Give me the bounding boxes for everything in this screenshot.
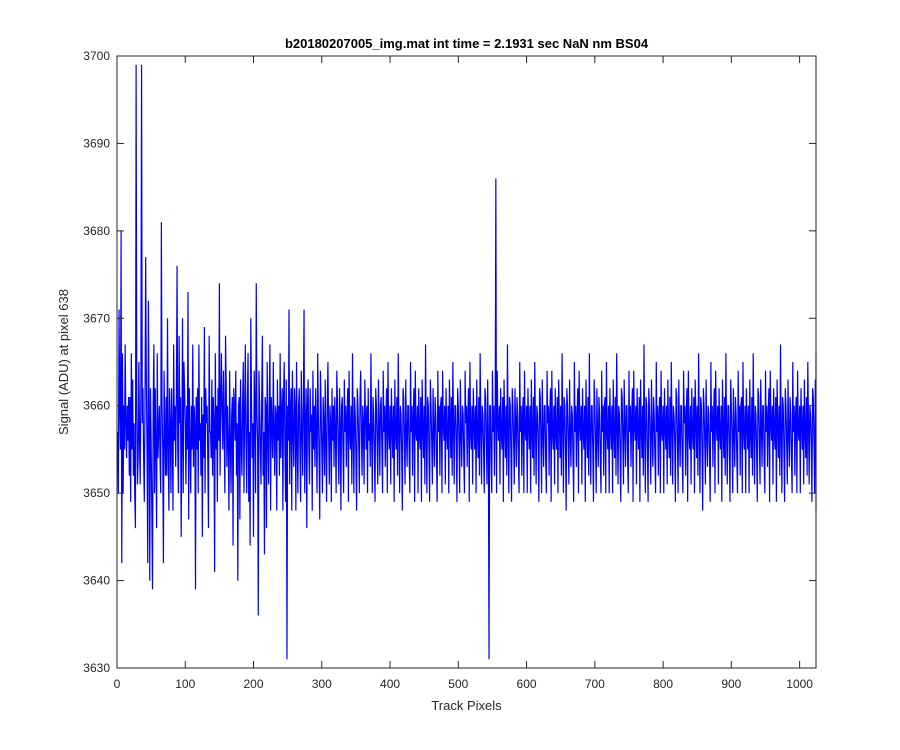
x-axis-label: Track Pixels [431, 698, 502, 713]
y-tick-label: 3680 [83, 224, 110, 238]
x-tick-label: 600 [517, 677, 537, 691]
plot-area-background [117, 56, 816, 668]
y-tick-label: 3640 [83, 574, 110, 588]
x-tick-label: 200 [244, 677, 264, 691]
x-tick-label: 1000 [786, 677, 813, 691]
y-tick-label: 3630 [83, 661, 110, 675]
y-tick-label: 3690 [83, 136, 110, 150]
x-tick-label: 100 [175, 677, 195, 691]
x-tick-label: 900 [721, 677, 741, 691]
y-tick-label: 3700 [83, 49, 110, 63]
series-layer [117, 64, 817, 660]
y-tick-label: 3670 [83, 311, 110, 325]
y-tick-label: 3650 [83, 486, 110, 500]
x-axis: 0 100 200 300 400 500 600 700 800 900 1000 [114, 56, 813, 691]
x-tick-label: 500 [448, 677, 468, 691]
x-tick-label: 0 [114, 677, 121, 691]
y-axis-label: Signal (ADU) at pixel 638 [56, 289, 71, 435]
plot-area-frame [116, 55, 817, 669]
x-tick-label: 400 [380, 677, 400, 691]
series-line [117, 64, 817, 660]
y-tick-label: 3660 [83, 399, 110, 413]
x-tick-label: 300 [312, 677, 332, 691]
chart-title: b20180207005_img.mat int time = 2.1931 s… [285, 36, 649, 51]
x-tick-label: 700 [585, 677, 605, 691]
x-tick-label: 800 [653, 677, 673, 691]
y-axis: 3630 3640 3650 3660 3670 3680 3690 3700 [83, 49, 816, 675]
